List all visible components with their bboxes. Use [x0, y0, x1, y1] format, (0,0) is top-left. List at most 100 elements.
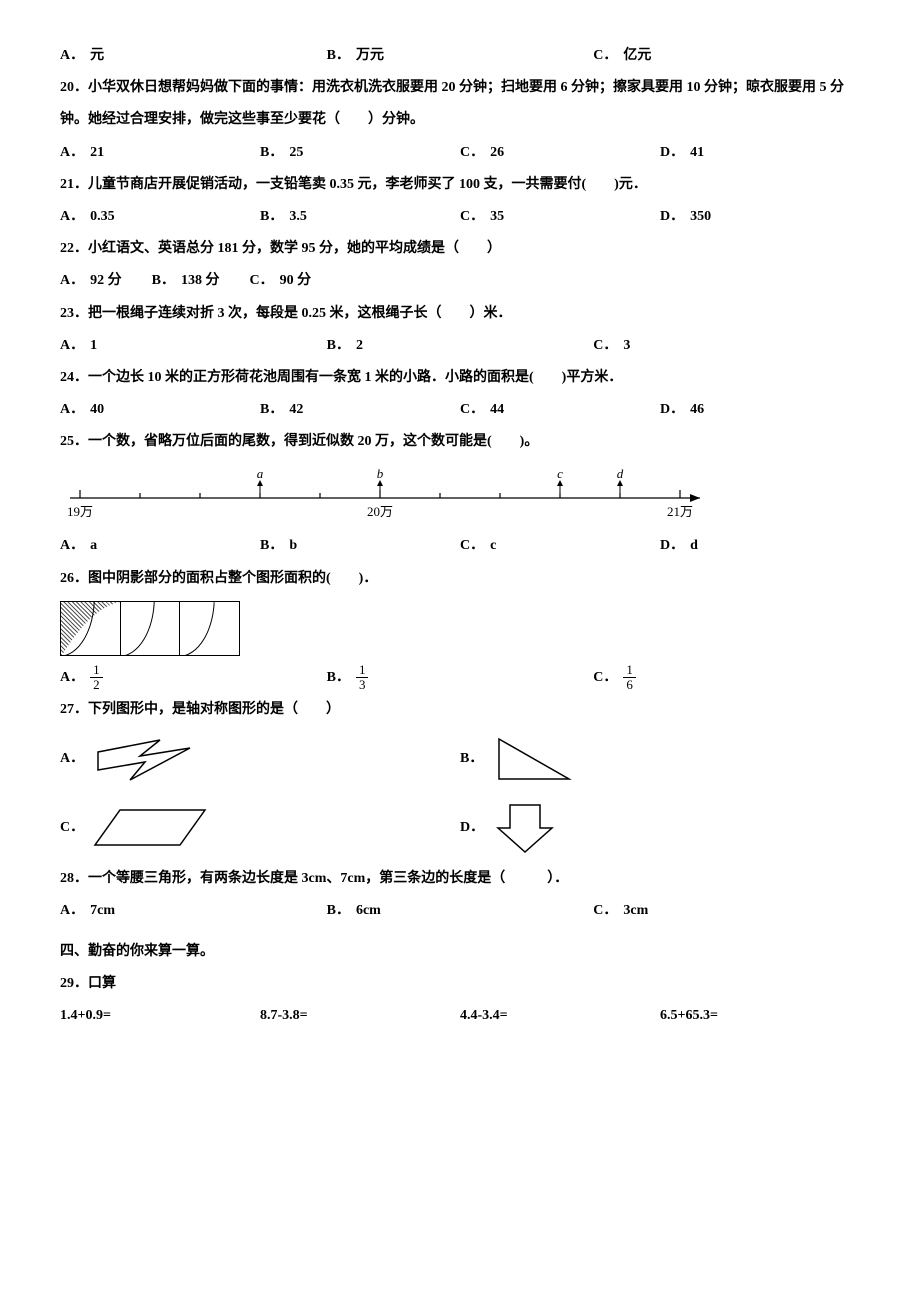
q25-text: 25．一个数，省略万位后面的尾数，得到近似数 20 万，这个数可能是( )。 — [60, 426, 860, 458]
q22-options: A．92 分 B．138 分 C．90 分 — [60, 265, 860, 297]
calc-item: 6.5+65.3= — [660, 1000, 860, 1032]
opt-label: D． — [460, 812, 484, 844]
opt-label: A． — [60, 330, 84, 362]
q21-opt-c: C．35 — [460, 201, 660, 233]
opt-label: C． — [593, 330, 617, 362]
q28-options: A．7cm B．6cm C．3cm — [60, 895, 860, 927]
q26-opt-c: C．16 — [593, 662, 860, 694]
frac-num: 1 — [90, 663, 103, 678]
opt-label: D． — [660, 137, 684, 169]
frac-num: 1 — [623, 663, 636, 678]
opt-text: 350 — [690, 201, 711, 233]
opt-text: 41 — [690, 137, 704, 169]
q24-opt-c: C．44 — [460, 394, 660, 426]
opt-text: 0.35 — [90, 201, 115, 233]
q23-options: A．1 B．2 C．3 — [60, 330, 860, 362]
q19-options: A．元 B．万元 C．亿元 — [60, 40, 860, 72]
opt-label: A． — [60, 743, 84, 775]
opt-label: B． — [260, 137, 283, 169]
svg-text:21万: 21万 — [667, 504, 693, 519]
opt-label: C． — [60, 812, 84, 844]
opt-label: B． — [260, 394, 283, 426]
q26-text: 26．图中阴影部分的面积占整个图形面积的( )． — [60, 563, 860, 595]
opt-text: 亿元 — [623, 40, 651, 72]
opt-label: A． — [60, 394, 84, 426]
frac-num: 1 — [356, 663, 369, 678]
q24-opt-a: A．40 — [60, 394, 260, 426]
q29-items: 1.4+0.9= 8.7-3.8= 4.4-3.4= 6.5+65.3= — [60, 1000, 860, 1032]
q27-row2: C． D． — [60, 792, 860, 863]
opt-label: A． — [60, 40, 84, 72]
q22-text: 22．小红语文、英语总分 181 分，数学 95 分，她的平均成绩是（ ） — [60, 233, 860, 265]
q21-opt-d: D． 350 — [660, 201, 860, 233]
opt-label: A． — [60, 530, 84, 562]
parallelogram-icon — [90, 805, 210, 850]
opt-label: B． — [460, 743, 483, 775]
opt-text: 7cm — [90, 895, 115, 927]
opt-label: A． — [60, 662, 84, 694]
q28-opt-c: C．3cm — [593, 895, 860, 927]
q23-opt-c: C．3 — [593, 330, 860, 362]
opt-text: b — [289, 530, 297, 562]
opt-text: 3cm — [623, 895, 648, 927]
opt-label: A． — [60, 201, 84, 233]
q25-options: A．a B．b C．c D．d — [60, 530, 860, 562]
opt-text: 6cm — [356, 895, 381, 927]
q27-row1: A． B． — [60, 726, 860, 792]
q25-opt-c: C．c — [460, 530, 660, 562]
opt-text: 46 — [690, 394, 704, 426]
section-4-title: 四、勤奋的你来算一算。 — [60, 936, 860, 968]
calc-item: 8.7-3.8= — [260, 1000, 460, 1032]
q19-opt-b: B．万元 — [327, 40, 594, 72]
frac-den: 3 — [356, 678, 369, 692]
opt-text: 25 — [289, 137, 303, 169]
opt-text: 40 — [90, 394, 104, 426]
opt-label: C． — [460, 201, 484, 233]
q29-title: 29．口算 — [60, 968, 860, 1000]
svg-text:c: c — [557, 466, 563, 481]
shade-region — [61, 602, 120, 655]
opt-text: 万元 — [356, 40, 384, 72]
opt-label: B． — [327, 330, 350, 362]
q27-text: 27．下列图形中，是轴对称图形的是（ ） — [60, 694, 860, 726]
q25-opt-d: D．d — [660, 530, 860, 562]
q21-options: A．0.35 B．3.5 C．35 D．350 — [60, 201, 860, 233]
opt-label: D． — [660, 201, 684, 233]
q19-opt-a: A．元 — [60, 40, 327, 72]
q21-opt-a: A．0.35 — [60, 201, 260, 233]
q24-opt-b: B．42 — [260, 394, 460, 426]
q23-opt-a: A．1 — [60, 330, 327, 362]
arrow-down-icon — [490, 800, 560, 855]
calc-item: 4.4-3.4= — [460, 1000, 660, 1032]
opt-label: B． — [152, 265, 175, 297]
opt-label: A． — [60, 137, 84, 169]
opt-label: A． — [60, 895, 84, 927]
opt-label: C． — [593, 895, 617, 927]
opt-text: 2 — [356, 330, 363, 362]
q27-opt-b: B． — [460, 726, 860, 792]
q27-opt-d: D． — [460, 792, 860, 863]
opt-label: C． — [460, 394, 484, 426]
q20-opt-b: B．25 — [260, 137, 460, 169]
opt-label: D． — [660, 530, 684, 562]
q21-text: 21．儿童节商店开展促销活动，一支铅笔卖 0.35 元，李老师买了 100 支，… — [60, 169, 860, 201]
opt-label: B． — [327, 662, 350, 694]
q23-opt-b: B．2 — [327, 330, 594, 362]
opt-text: 42 — [289, 394, 303, 426]
svg-text:a: a — [257, 466, 264, 481]
opt-label: C． — [249, 265, 273, 297]
q25-opt-b: B．b — [260, 530, 460, 562]
q26-options: A．12 B．13 C．16 — [60, 662, 860, 694]
opt-label: C． — [593, 40, 617, 72]
q22-opt-c: C．90 分 — [249, 265, 311, 297]
q26-opt-b: B．13 — [327, 662, 594, 694]
q28-text: 28．一个等腰三角形，有两条边长度是 3cm、7cm，第三条边的长度是（ ）． — [60, 863, 860, 895]
number-line-figure: 19万20万21万abcd — [60, 466, 860, 526]
right-triangle-icon — [489, 734, 579, 784]
fraction: 12 — [90, 663, 103, 693]
svg-text:20万: 20万 — [367, 504, 393, 519]
opt-label: C． — [460, 530, 484, 562]
q20-opt-c: C．26 — [460, 137, 660, 169]
fraction: 13 — [356, 663, 369, 693]
svg-text:d: d — [617, 466, 624, 481]
